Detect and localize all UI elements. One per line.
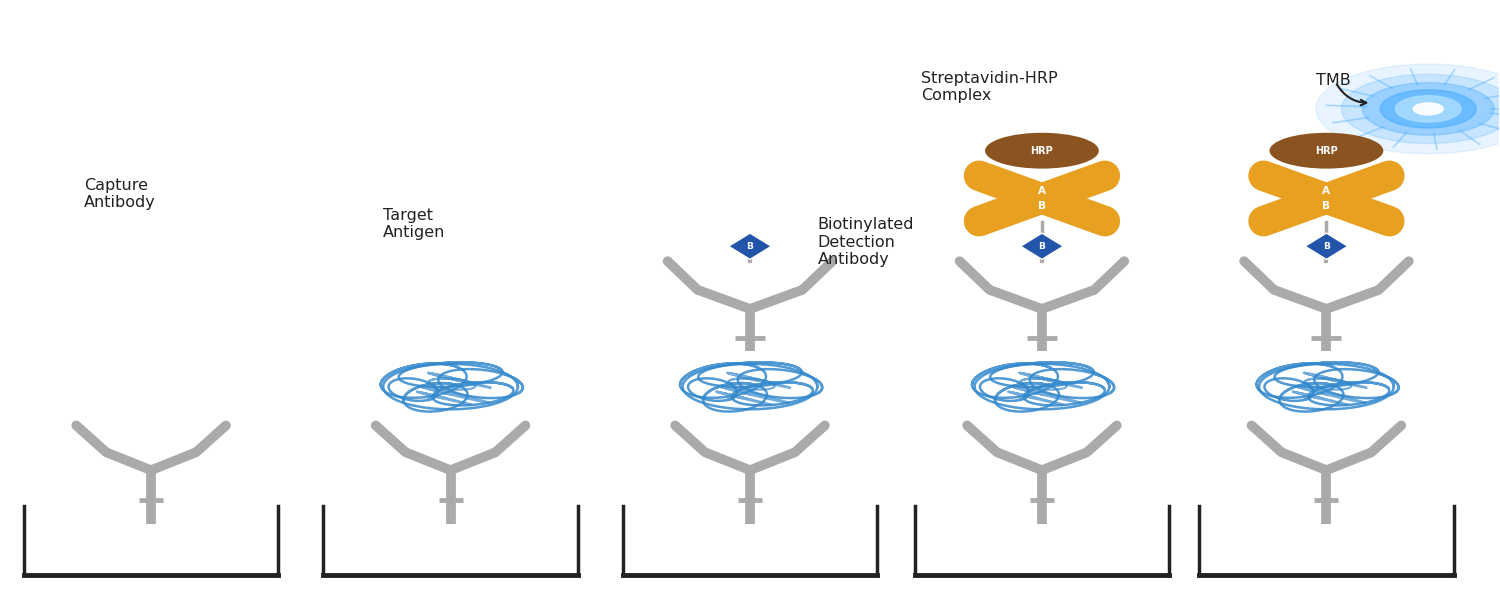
Circle shape <box>1380 90 1476 128</box>
Circle shape <box>1395 96 1461 122</box>
Text: Capture
Antibody: Capture Antibody <box>84 178 156 211</box>
Text: B: B <box>1323 202 1330 211</box>
Ellipse shape <box>1269 133 1383 169</box>
Text: Streptavidin-HRP
Complex: Streptavidin-HRP Complex <box>921 71 1058 103</box>
Text: TMB: TMB <box>1316 73 1350 88</box>
Polygon shape <box>1020 233 1064 259</box>
Polygon shape <box>729 233 771 259</box>
Text: Biotinylated
Detection
Antibody: Biotinylated Detection Antibody <box>818 217 914 267</box>
Text: A: A <box>1323 185 1330 196</box>
Text: HRP: HRP <box>1316 146 1338 155</box>
Circle shape <box>1341 74 1500 143</box>
Text: A: A <box>1038 185 1046 196</box>
Circle shape <box>1316 64 1500 154</box>
Circle shape <box>1413 103 1443 115</box>
Circle shape <box>1362 83 1494 135</box>
Text: B: B <box>1038 202 1046 211</box>
Text: B: B <box>747 242 753 251</box>
Polygon shape <box>1305 233 1348 259</box>
Text: HRP: HRP <box>1030 146 1053 155</box>
Text: B: B <box>1323 242 1330 251</box>
Text: B: B <box>1038 242 1046 251</box>
Ellipse shape <box>986 133 1100 169</box>
Text: Target
Antigen: Target Antigen <box>382 208 446 240</box>
